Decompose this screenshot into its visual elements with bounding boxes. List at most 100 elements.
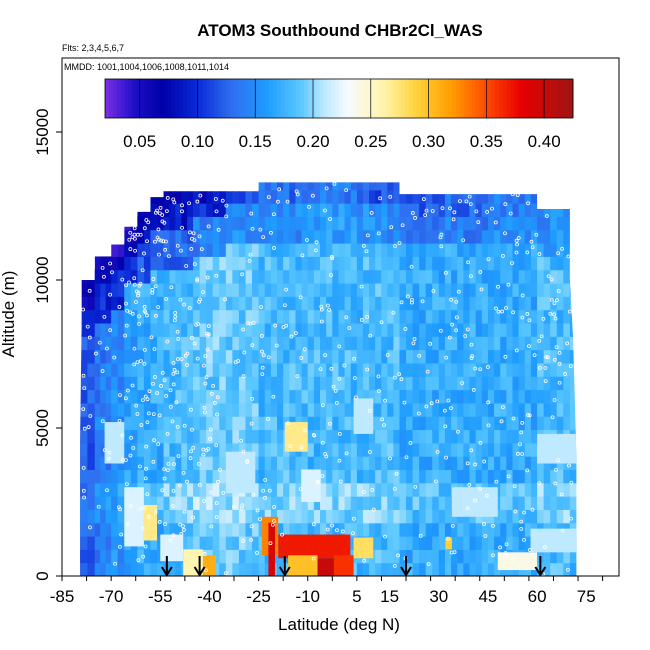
sample-point [156,305,161,310]
sample-point [87,335,92,340]
sample-point [392,487,397,491]
sample-point [272,505,277,509]
sample-point [205,275,210,280]
sample-point [304,238,309,242]
heat-cell [451,469,458,484]
sample-point [105,488,109,493]
heat-cell [524,349,532,364]
heat-cell [232,229,240,244]
heat-patch [333,555,354,576]
heat-cell [463,216,471,231]
sample-point [132,346,137,351]
heat-cell [387,282,394,297]
sample-point [169,285,174,290]
heat-cell [406,509,414,524]
heat-cell [193,203,201,217]
heat-cell [199,442,207,457]
heat-cell [199,469,207,484]
sample-point [552,312,557,317]
sample-point [153,510,158,514]
colorbar-cell [448,79,453,118]
heat-cell [117,549,125,564]
heat-cell [258,309,266,324]
sample-point [503,202,508,207]
sample-point [295,374,300,379]
colorbar-cell [479,79,484,118]
heat-cell [475,322,483,337]
heat-cell [130,309,138,324]
heat-cell [326,336,333,351]
heat-patch [284,422,308,452]
sample-point [320,440,325,445]
heat-cell [556,496,564,510]
sample-point [204,568,208,573]
sample-point [125,522,130,527]
heat-cell [432,442,440,457]
sample-point [168,538,173,543]
heat-cell [320,362,327,377]
heat-cell [124,282,132,297]
heat-cell [219,203,227,217]
sample-point [255,551,259,555]
heat-cell [238,362,247,377]
heat-cell [193,362,201,377]
heat-cell [444,469,452,484]
colorbar-cell [417,79,422,118]
heat-cell [130,362,138,377]
heat-cell [94,482,101,497]
heat-cell [487,536,495,550]
sample-point [209,490,214,495]
heat-cell [457,296,464,311]
heat-cell [295,322,303,337]
heat-cell [563,482,571,497]
heat-cell [163,349,171,364]
heat-cell [419,442,427,457]
sample-point [171,371,176,376]
heat-patch [104,422,125,464]
heat-cell [80,336,88,351]
sample-point [456,429,460,434]
heat-cell [356,189,364,204]
heat-cell [419,322,427,337]
heat-cell [387,496,394,510]
heat-cell [124,376,132,391]
sample-point [503,231,507,236]
heat-cell [506,482,514,497]
heat-cell [451,336,458,351]
sample-point [403,327,408,331]
heat-cell [419,429,427,444]
heat-cell [150,496,158,510]
heat-cell [169,216,176,231]
heat-cell [530,402,538,417]
sample-point [473,498,477,503]
heat-cell [219,509,227,524]
heat-cell [463,456,471,471]
sample-point [179,531,184,536]
heat-cell [193,402,201,417]
heat-cell [283,522,290,537]
heat-cell [252,336,260,351]
heat-cell [393,203,401,217]
heat-cell [475,549,483,564]
sample-point [118,393,122,398]
heat-cell [199,376,207,391]
heat-cell [344,376,352,391]
heat-cell [350,469,358,484]
heat-cell [569,203,577,217]
heat-cell [264,496,272,510]
sample-point [190,335,194,340]
sample-point [206,324,211,328]
heat-cell [212,309,220,324]
heat-cell [320,482,327,497]
heat-cell [563,376,571,391]
heat-cell [150,402,158,417]
heat-cell [94,349,101,364]
sample-point [138,281,143,286]
sample-point [249,421,254,426]
heat-cell [332,243,340,257]
heat-cell [487,522,495,537]
sample-point [429,401,434,406]
heat-cell [181,376,188,391]
sample-point [465,327,470,332]
sample-point [380,417,385,422]
